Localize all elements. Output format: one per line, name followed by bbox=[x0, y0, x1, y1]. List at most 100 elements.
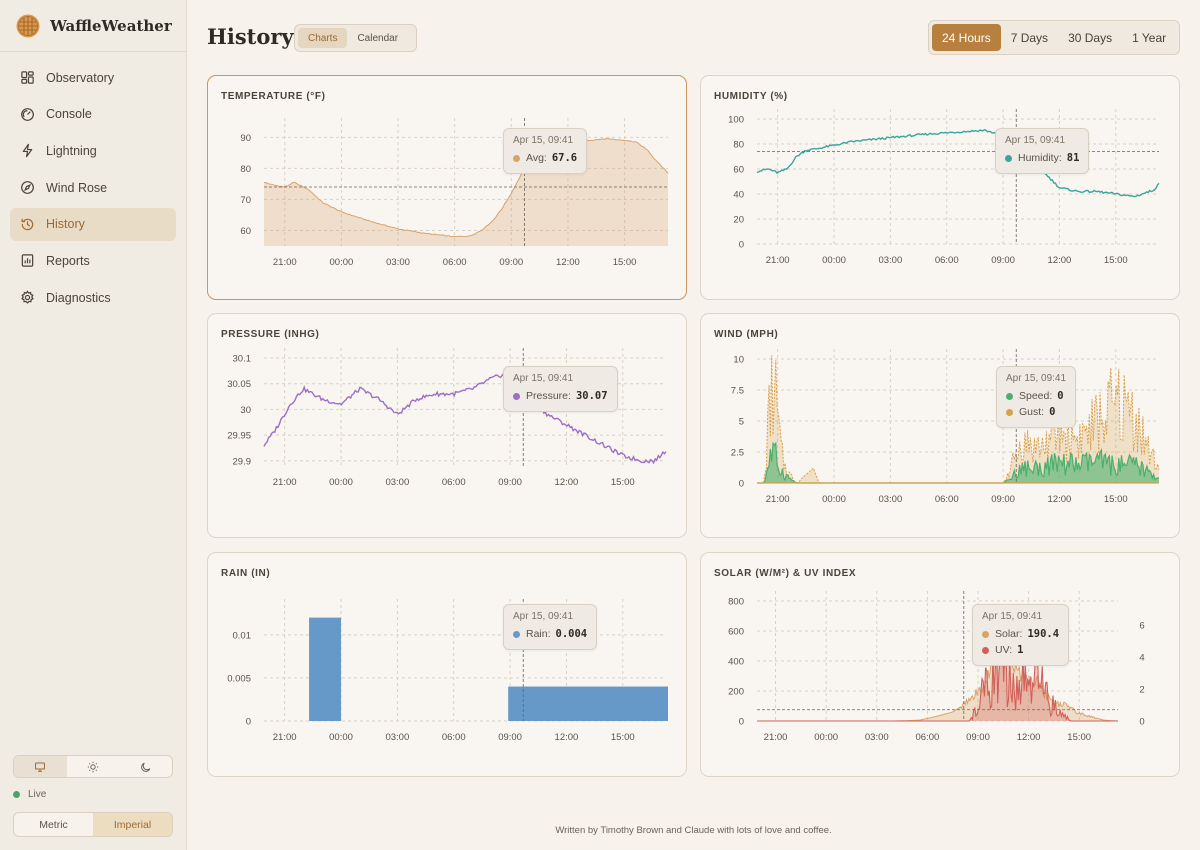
series-area bbox=[264, 138, 668, 246]
series-dot-icon bbox=[513, 630, 520, 638]
y-tick-label: 2.5 bbox=[731, 448, 744, 459]
tooltip-label: Speed: bbox=[1019, 390, 1053, 402]
series-dot-icon bbox=[1005, 154, 1012, 162]
series-line bbox=[263, 371, 667, 465]
tab-1-year[interactable]: 1 Year bbox=[1132, 30, 1167, 45]
sidebar: WaffleWeather Observatory Console Lightn… bbox=[0, 0, 187, 850]
y-tick-label: 0 bbox=[739, 479, 744, 490]
x-tick-label: 06:00 bbox=[935, 255, 959, 266]
gust-area bbox=[757, 355, 1159, 483]
y-tick-label: 60 bbox=[733, 165, 744, 176]
chart-tooltip: Apr 15, 09:41 Solar: 190.4 UV: 1 bbox=[972, 604, 1070, 666]
sidebar-item-diagnostics[interactable]: Diagnostics bbox=[10, 281, 176, 314]
panel-title: RAIN (IN) bbox=[221, 568, 271, 579]
tooltip-date: Apr 15, 09:41 bbox=[1005, 135, 1066, 146]
wind-panel[interactable]: WIND (MPH) 0 2.5 5 7.5 10 21:00 00:00 03:00 06:0… bbox=[700, 313, 1180, 538]
uv-line bbox=[757, 630, 1118, 722]
unit-imperial-button[interactable]: Imperial bbox=[93, 813, 172, 836]
temperature-panel[interactable]: TEMPERATURE (°F) 60 70 80 90 21:00 00:00 03:00… bbox=[207, 75, 687, 300]
series-dot-icon bbox=[982, 630, 989, 638]
tab-7-days[interactable]: 7 Days bbox=[1010, 30, 1049, 45]
status-dot-icon bbox=[13, 791, 20, 798]
tooltip-row: Solar: 190.4 bbox=[982, 626, 1059, 642]
panel-title: HUMIDITY (%) bbox=[714, 91, 788, 102]
theme-system-button[interactable] bbox=[14, 756, 67, 777]
panel-title: SOLAR (W/M²) & UV INDEX bbox=[714, 568, 857, 579]
x-tick-label: 21:00 bbox=[273, 732, 297, 743]
sidebar-item-lightning[interactable]: Lightning bbox=[10, 134, 176, 167]
moon-icon bbox=[140, 762, 150, 772]
live-status: Live bbox=[13, 789, 46, 800]
sidebar-item-observatory[interactable]: Observatory bbox=[10, 61, 176, 94]
sidebar-item-label: Reports bbox=[46, 253, 90, 268]
tooltip-row: Pressure: 30.07 bbox=[513, 388, 608, 404]
waffle-logo-icon bbox=[16, 14, 40, 37]
rain-panel[interactable]: RAIN (IN) 0 0.005 0.01 21:00 00:00 03:00 06:00… bbox=[207, 552, 687, 777]
x-tick-label: 06:00 bbox=[442, 477, 466, 488]
tooltip-label: UV: bbox=[995, 644, 1013, 656]
y-tick-label: 0.005 bbox=[227, 673, 251, 684]
sidebar-item-label: Console bbox=[46, 107, 92, 122]
tab-30-days[interactable]: 30 Days bbox=[1068, 30, 1113, 45]
tab-calendar[interactable]: Calendar bbox=[357, 32, 399, 44]
y-tick-label: 80 bbox=[733, 140, 744, 151]
y-tick-label: 0 bbox=[739, 717, 744, 728]
x-tick-label: 06:00 bbox=[935, 494, 959, 505]
tab-24-hours[interactable]: 24 Hours bbox=[932, 24, 1001, 51]
x-tick-label: 15:00 bbox=[1104, 255, 1128, 266]
tooltip-label: Solar: bbox=[995, 628, 1023, 640]
x-tick-label: 09:00 bbox=[498, 477, 522, 488]
tooltip-value: 0 bbox=[1049, 406, 1056, 418]
sidebar-item-reports[interactable]: Reports bbox=[10, 244, 176, 277]
tooltip-row: Avg: 67.6 bbox=[513, 150, 577, 166]
pressure-chart[interactable]: 29.9 29.95 30 30.05 30.1 21:00 00:00 03:00 06:00… bbox=[208, 314, 688, 539]
x-tick-label: 12:00 bbox=[556, 257, 580, 268]
view-tabs: Charts Calendar bbox=[294, 24, 417, 52]
unit-metric-button[interactable]: Metric bbox=[39, 818, 68, 831]
y-tick-label: 60 bbox=[240, 226, 251, 237]
lightning-icon bbox=[22, 144, 33, 158]
y-tick-label: 20 bbox=[733, 215, 744, 226]
panel-title: PRESSURE (INHG) bbox=[221, 329, 320, 340]
y-tick-label: 30 bbox=[240, 405, 251, 416]
solar-uv-panel[interactable]: SOLAR (W/M²) & UV INDEX 0 200 400 600 800 21:… bbox=[700, 552, 1180, 777]
tooltip-value: 0 bbox=[1057, 390, 1064, 402]
tooltip-value: 30.07 bbox=[575, 390, 608, 402]
sidebar-item-wind-rose[interactable]: Wind Rose bbox=[10, 171, 176, 204]
y-tick-label: 29.95 bbox=[227, 431, 251, 442]
theme-light-button[interactable] bbox=[67, 756, 120, 777]
humidity-chart[interactable]: 0 20 40 60 80 100 21:00 00:00 03:00 06:00 09:00 12:… bbox=[701, 76, 1181, 301]
y-tick-label: 7.5 bbox=[731, 386, 744, 397]
x-tick-label: 00:00 bbox=[330, 257, 354, 268]
pressure-panel[interactable]: PRESSURE (INHG) 29.9 29.95 30 30.05 30.1 21:0… bbox=[207, 313, 687, 538]
series-dot-icon bbox=[1006, 392, 1013, 400]
status-text: Live bbox=[28, 789, 47, 800]
tooltip-value: 67.6 bbox=[551, 152, 578, 164]
brand[interactable]: WaffleWeather bbox=[0, 0, 186, 52]
y-tick-label: 70 bbox=[240, 195, 251, 206]
tab-charts[interactable]: Charts bbox=[298, 28, 348, 48]
grid-icon bbox=[21, 71, 34, 84]
series-line bbox=[756, 129, 1160, 198]
humidity-panel[interactable]: HUMIDITY (%) 0 20 40 60 80 100 21:00 00:00 03:00… bbox=[700, 75, 1180, 300]
tooltip-date: Apr 15, 09:41 bbox=[513, 611, 574, 622]
wind-chart[interactable]: 0 2.5 5 7.5 10 21:00 00:00 03:00 06:00 09:00 12:00… bbox=[701, 314, 1181, 539]
sidebar-item-console[interactable]: Console bbox=[10, 98, 176, 131]
tooltip-value: 0.004 bbox=[555, 628, 588, 640]
rain-chart[interactable]: 0 0.005 0.01 21:00 00:00 03:00 06:00 09:00 12:00… bbox=[208, 553, 688, 778]
temperature-chart[interactable]: 60 70 80 90 21:00 00:00 03:00 06:00 09:00 12:00 15… bbox=[208, 76, 688, 301]
y-tick-label: 30.1 bbox=[233, 354, 252, 365]
y-right-tick-label: 2 bbox=[1139, 685, 1144, 696]
x-tick-label: 21:00 bbox=[273, 477, 297, 488]
tooltip-date: Apr 15, 09:41 bbox=[513, 135, 574, 146]
tooltip-label: Avg: bbox=[526, 152, 547, 164]
y-tick-label: 0 bbox=[246, 717, 251, 728]
sidebar-item-label: History bbox=[46, 217, 85, 232]
theme-dark-button[interactable] bbox=[119, 756, 172, 777]
chart-tooltip: Apr 15, 09:41 Rain: 0.004 bbox=[503, 604, 598, 650]
sidebar-item-history[interactable]: History bbox=[10, 207, 176, 241]
x-tick-label: 09:00 bbox=[966, 732, 990, 743]
y-tick-label: 600 bbox=[728, 627, 744, 638]
x-tick-label: 21:00 bbox=[766, 494, 790, 505]
